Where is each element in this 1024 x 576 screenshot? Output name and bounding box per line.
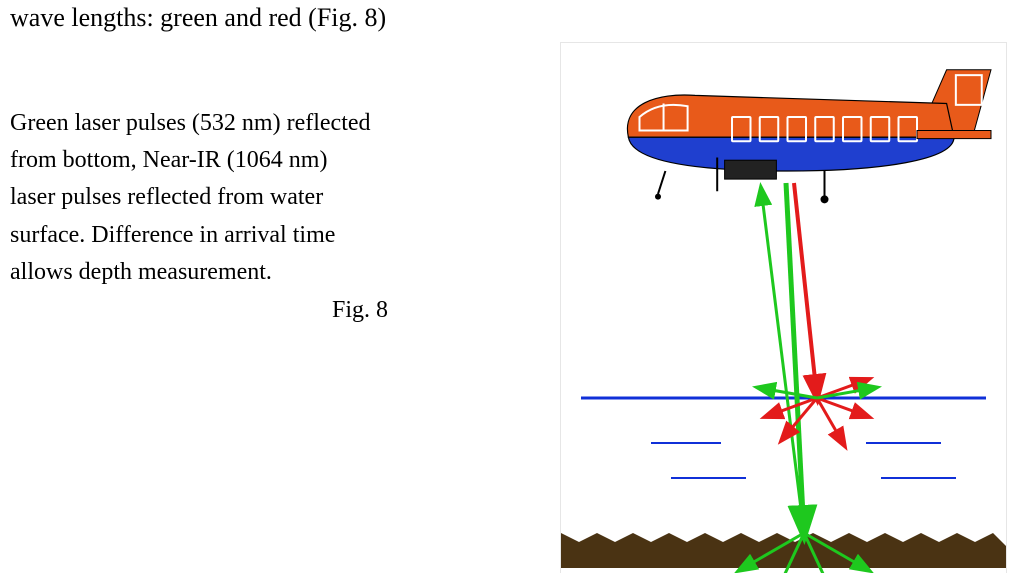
description-line: Green laser pulses (532 nm) reflected (10, 105, 490, 142)
description-line: allows depth measurement. (10, 254, 490, 291)
description-line: from bottom, Near-IR (1064 nm) (10, 142, 490, 179)
description-line: laser pulses reflected from water (10, 179, 490, 216)
description-paragraph: Green laser pulses (532 nm) reflectedfro… (10, 105, 490, 291)
intro-text: wave lengths: green and red (Fig. 8) (10, 0, 490, 35)
figure-label: Fig. 8 (10, 297, 490, 324)
bathymetric-lidar-diagram (560, 42, 1007, 573)
description-line: surface. Difference in arrival time (10, 217, 490, 254)
